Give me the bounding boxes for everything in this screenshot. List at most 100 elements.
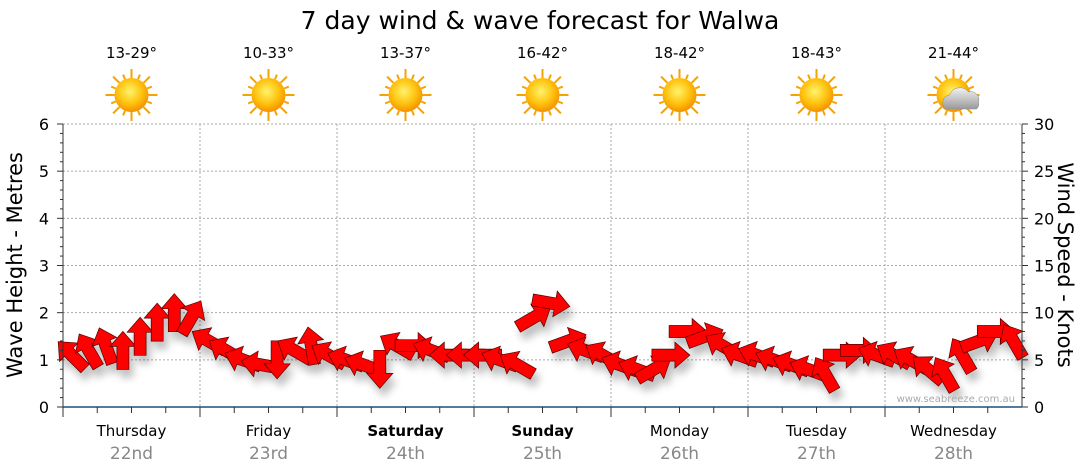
wind-arrow [74, 333, 104, 371]
y-tick-label: 1 [39, 351, 49, 370]
sun-ray [797, 75, 806, 84]
sun-ray [553, 75, 562, 84]
sun-ray [807, 74, 811, 80]
sun-ray [247, 85, 254, 90]
temperature-range: 18-42° [654, 44, 705, 62]
sun-ray [279, 75, 288, 84]
y2-tick-label: 25 [1034, 162, 1054, 181]
sun-ray [548, 74, 552, 80]
sun-ray [685, 74, 689, 80]
temperature-range: 16-42° [517, 44, 568, 62]
sun-ray [944, 110, 948, 116]
sun-ray [685, 110, 689, 116]
wind-arrow [176, 300, 206, 338]
sun-ray [658, 85, 665, 90]
sun-ray [670, 110, 674, 116]
date-label: 26th [660, 444, 699, 464]
sun-ray [690, 106, 699, 115]
sun-ray [822, 74, 826, 80]
sun-ray [795, 85, 802, 90]
sun-ray [259, 110, 263, 116]
sun-ray [932, 85, 939, 90]
y-tick-label: 3 [39, 257, 49, 276]
sun-ray [420, 85, 427, 90]
wind-arrow [999, 324, 1029, 361]
day-label: Wednesday [910, 422, 997, 440]
date-label: 23rd [249, 444, 288, 464]
sun-ray [386, 75, 395, 84]
sun-ray [533, 74, 537, 80]
wind-arrow [126, 316, 154, 356]
sun-ray [420, 100, 427, 105]
sun-disc [662, 78, 697, 112]
sun-ray [112, 106, 121, 115]
y-tick-label: 6 [39, 115, 49, 134]
wind-arrow [499, 350, 537, 380]
sun-ray [797, 106, 806, 115]
sun-ray [247, 100, 254, 105]
day-label: Saturday [367, 422, 444, 440]
wind-arrow [263, 340, 291, 380]
wind-arrow [931, 357, 961, 394]
wind-arrow [57, 341, 90, 374]
sun-icon [790, 69, 843, 121]
day-label: Friday [246, 422, 292, 440]
sun-ray [249, 106, 258, 115]
sun-ray [670, 74, 674, 80]
sun-ray [831, 85, 838, 90]
wind-arrow [366, 349, 394, 389]
sun-ray [553, 106, 562, 115]
sun-ray [137, 110, 141, 116]
sun-ray [274, 110, 278, 116]
wind-arrow [513, 303, 551, 333]
sun-ray [396, 74, 400, 80]
sun-ray [396, 110, 400, 116]
y2-tick-label: 0 [1034, 398, 1044, 417]
y-tick-label: 5 [39, 162, 49, 181]
wind-arrow [143, 302, 171, 342]
sun-ray [411, 110, 415, 116]
sun-ray [968, 85, 975, 90]
sun-ray [944, 74, 948, 80]
sun-ray [122, 110, 126, 116]
sun-ray [283, 85, 290, 90]
sun-ray [831, 100, 838, 105]
wind-arrow [109, 330, 137, 370]
sun-ray [521, 100, 528, 105]
sun-ray [827, 75, 836, 84]
sun-disc [114, 78, 149, 112]
sun-ray [959, 74, 963, 80]
sun-ray [416, 75, 425, 84]
sun-ray [660, 106, 669, 115]
sun-ray [146, 85, 153, 90]
y-tick-label: 0 [39, 398, 49, 417]
sun-icon [379, 69, 432, 121]
sun-ray [658, 100, 665, 105]
y2-tick-label: 5 [1034, 351, 1044, 370]
sun-icon [653, 69, 706, 121]
y2-tick-label: 20 [1034, 209, 1054, 228]
sun-ray [249, 75, 258, 84]
temperature-range: 13-29° [106, 44, 157, 62]
sun-disc [799, 78, 834, 112]
sun-ray [557, 100, 564, 105]
sun-ray [660, 75, 669, 84]
sun-ray [142, 106, 151, 115]
temperature-range: 21-44° [928, 44, 979, 62]
day-label: Monday [650, 422, 709, 440]
sun-ray [416, 106, 425, 115]
sun-icon [516, 69, 569, 121]
sun-ray [807, 110, 811, 116]
day-label: Sunday [511, 422, 574, 440]
sun-ray [146, 100, 153, 105]
sun-ray [523, 75, 532, 84]
sun-ray [274, 74, 278, 80]
sun-ray [384, 100, 391, 105]
y-axis-label: Wave Height - Metres [3, 152, 27, 378]
sun-ray [110, 85, 117, 90]
partly-cloudy-icon [927, 69, 980, 121]
date-label: 28th [934, 444, 973, 464]
sun-disc [525, 78, 560, 112]
sun-ray [795, 100, 802, 105]
